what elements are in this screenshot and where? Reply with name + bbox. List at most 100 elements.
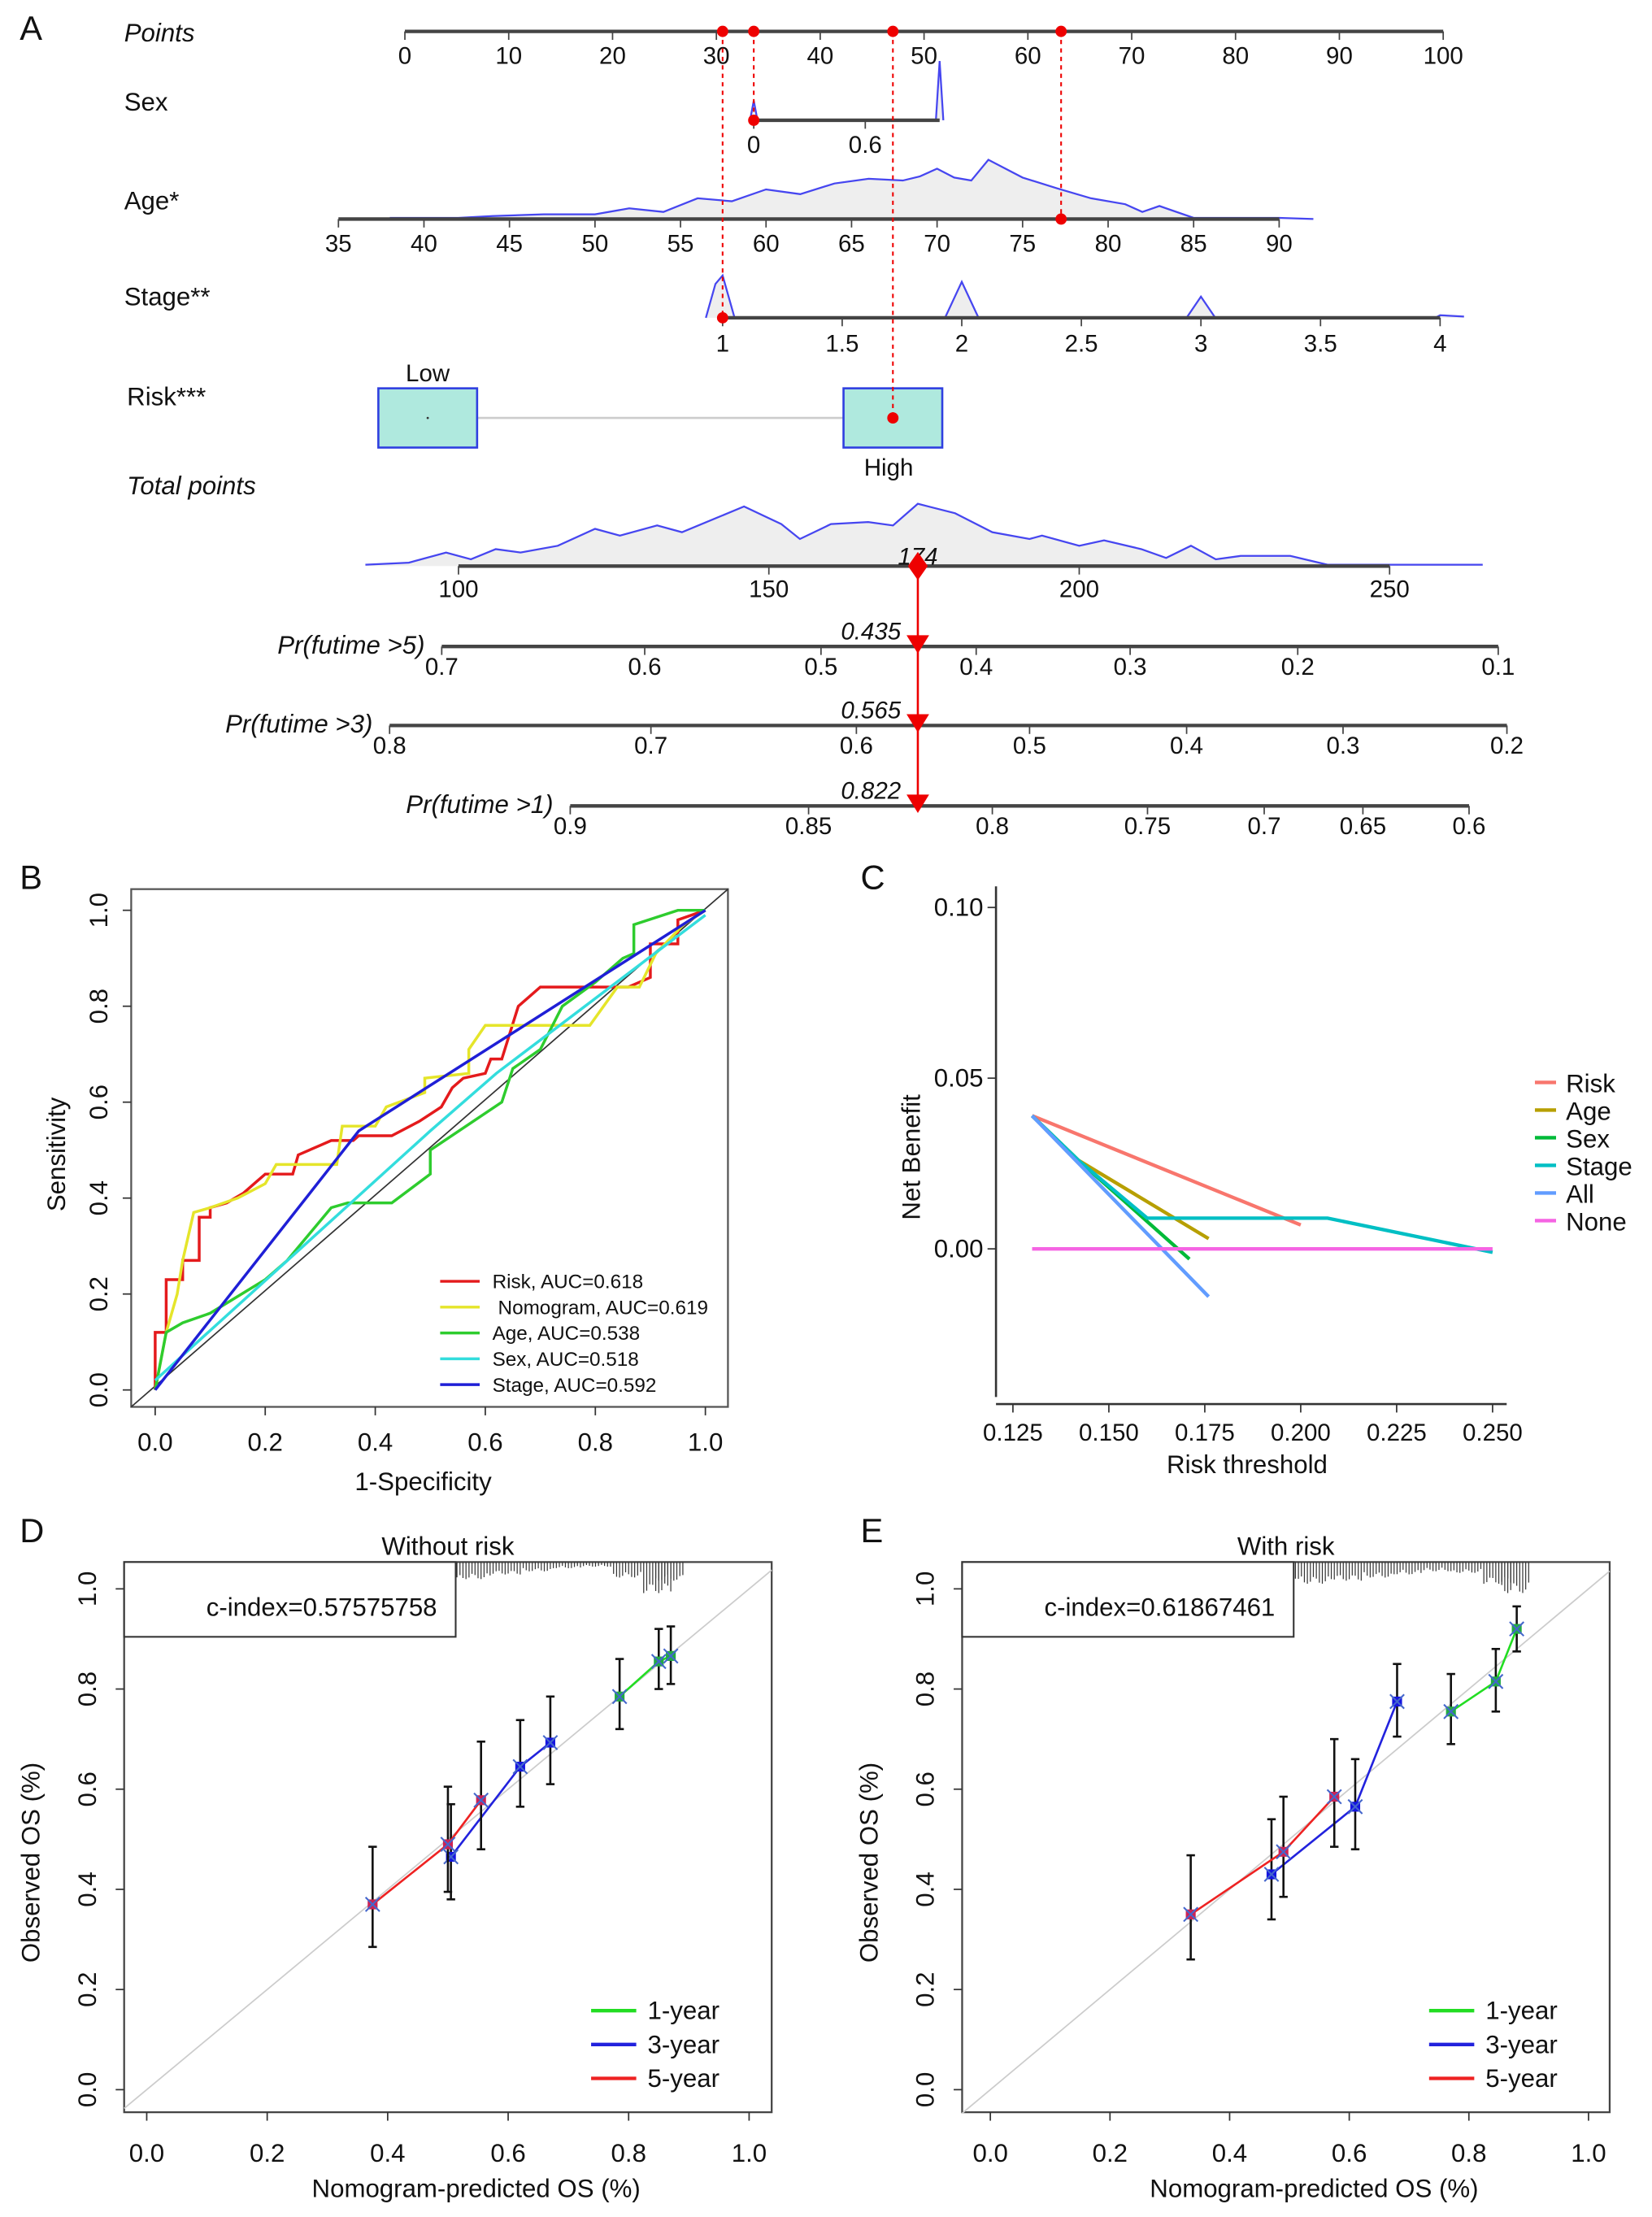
risk-low-center-dot — [426, 416, 429, 419]
variable-tick-label: 4 — [1433, 331, 1446, 358]
points-axis-tick-label: 0 — [398, 43, 411, 70]
variable-tick-label: 35 — [325, 230, 352, 257]
legend-label: Risk, AUC=0.618 — [493, 1272, 644, 1293]
variable-tick-label: 0.6 — [849, 132, 882, 159]
total-points-tick-label: 100 — [438, 576, 478, 602]
calibration-with-risk-panel: c-index=0.61867461 With risk 0.0 0.2 0.4 0.6 0… — [854, 1532, 1611, 2202]
legend-label: All — [1566, 1180, 1594, 1209]
probability-tick-label: 0.4 — [1170, 732, 1203, 759]
y-tick-label: 0.8 — [73, 1671, 102, 1706]
y-tick-label: 0.10 — [934, 893, 984, 922]
y-tick-label: 0.6 — [911, 1771, 940, 1806]
y-axis-label: Sensitivity — [42, 1097, 71, 1211]
y-tick-label: 1.0 — [73, 1571, 102, 1606]
y-tick-label: 1.0 — [911, 1571, 940, 1606]
x-tick-label: 0.125 — [983, 1419, 1043, 1446]
probability-tick-label: 0.5 — [804, 654, 837, 680]
density-curve — [389, 159, 1314, 220]
y-tick-label: 0.0 — [911, 2072, 940, 2107]
x-axis-label: 1-Specificity — [354, 1467, 492, 1496]
roc-curve-age — [154, 908, 706, 1391]
y-tick-label: 0.0 — [73, 2072, 102, 2107]
total-points-tick-label: 150 — [749, 576, 789, 602]
points-axis-tick-label: 40 — [806, 43, 833, 70]
calibration-point-cross — [364, 1897, 380, 1912]
density-fill — [389, 159, 1314, 220]
legend-label: Sex — [1566, 1125, 1610, 1154]
calibration-point-cross — [440, 1837, 456, 1852]
x-tick-label: 0.0 — [129, 2139, 164, 2167]
panel-label-b: B — [20, 859, 42, 897]
legend-label: Risk — [1566, 1070, 1615, 1098]
variable-tick-label: 65 — [838, 230, 865, 257]
x-tick-label: 0.8 — [1451, 2139, 1486, 2167]
chart-title: With risk — [1237, 1532, 1335, 1561]
roc-curve-stage — [154, 909, 706, 1391]
legend-label: 5-year — [1485, 2064, 1558, 2093]
y-tick-label: 0.0 — [85, 1372, 113, 1407]
total-points-label: Total points — [127, 472, 256, 500]
probability-tick-label: 0.5 — [1013, 732, 1046, 759]
x-tick-label: 0.2 — [250, 2139, 285, 2167]
points-axis-label: Points — [124, 19, 195, 47]
legend-label: 1-year — [1485, 1997, 1558, 2025]
probability-axis-label: Pr(futime >3) — [225, 710, 372, 738]
variable-tick-label: 45 — [496, 230, 523, 257]
variable-tick-label: 1.5 — [825, 331, 859, 358]
variable-tick-label: 90 — [1266, 230, 1293, 257]
x-tick-label: 0.2 — [248, 1428, 283, 1456]
calibration-point-cross — [1326, 1789, 1342, 1805]
calibration-point-cross — [1347, 1798, 1363, 1815]
variable-tick-label: 50 — [581, 230, 608, 257]
points-axis-tick-label: 30 — [703, 43, 730, 70]
variable-label: Age* — [124, 186, 180, 215]
y-tick-label: 0.4 — [85, 1180, 113, 1215]
probability-tick-label: 0.6 — [1452, 813, 1485, 840]
roc-curve-sex — [154, 914, 706, 1382]
x-tick-label: 0.4 — [1212, 2139, 1247, 2167]
calibration-point-cross — [611, 1689, 628, 1705]
net-benefit-line-all — [1030, 1114, 1211, 1298]
x-tick-label: 0.6 — [490, 2139, 525, 2167]
x-tick-label: 0.250 — [1463, 1419, 1523, 1446]
probability-tick-label: 0.2 — [1281, 654, 1315, 680]
points-axis-tick-label: 50 — [911, 43, 937, 70]
probability-tick-label: 0.2 — [1490, 732, 1524, 759]
probability-value-label: 0.822 — [841, 778, 901, 805]
variable-tick-label: 2 — [955, 331, 968, 358]
x-tick-label: 0.200 — [1271, 1419, 1331, 1446]
calibration-point-cross — [443, 1849, 459, 1865]
y-tick-label: 0.05 — [934, 1064, 984, 1093]
probability-tick-label: 0.75 — [1124, 813, 1171, 840]
points-axis-tick-label: 70 — [1119, 43, 1146, 70]
calibration-point-cross — [512, 1758, 528, 1775]
points-axis-tick-label: 80 — [1222, 43, 1249, 70]
selection-point-marker — [716, 25, 728, 37]
x-tick-label: 0.8 — [611, 2139, 646, 2167]
calibration-point-cross — [1488, 1673, 1504, 1689]
risk-level-label: Low — [406, 360, 450, 387]
y-tick-label: 1.0 — [85, 893, 113, 928]
points-axis-tick-label: 90 — [1326, 43, 1353, 70]
probability-tick-label: 0.3 — [1114, 654, 1147, 680]
density-curve — [365, 502, 1483, 566]
variable-label: Stage** — [124, 282, 211, 311]
probability-tick-label: 0.1 — [1481, 654, 1515, 680]
y-tick-label: 0.2 — [911, 1971, 940, 2006]
ideal-diagonal — [961, 1570, 1611, 2115]
probability-tick-label: 0.7 — [1248, 813, 1281, 840]
c-index-label: c-index=0.57575758 — [206, 1593, 437, 1621]
selection-value-marker — [716, 311, 728, 324]
selection-point-marker — [1055, 25, 1067, 37]
points-axis-tick-label: 10 — [495, 43, 522, 70]
selection-value-marker — [1055, 213, 1067, 225]
probability-axis-label: Pr(futime >5) — [277, 631, 424, 659]
legend-label: None — [1566, 1208, 1627, 1237]
calibration-point-cross — [1263, 1867, 1280, 1882]
variable-tick-label: 75 — [1009, 230, 1036, 257]
probability-tick-label: 0.65 — [1340, 813, 1386, 840]
y-tick-label: 0.2 — [85, 1276, 113, 1311]
calibration-point-cross — [650, 1654, 667, 1670]
x-axis-label: Risk threshold — [1167, 1450, 1328, 1479]
x-tick-label: 0.4 — [370, 2139, 405, 2167]
